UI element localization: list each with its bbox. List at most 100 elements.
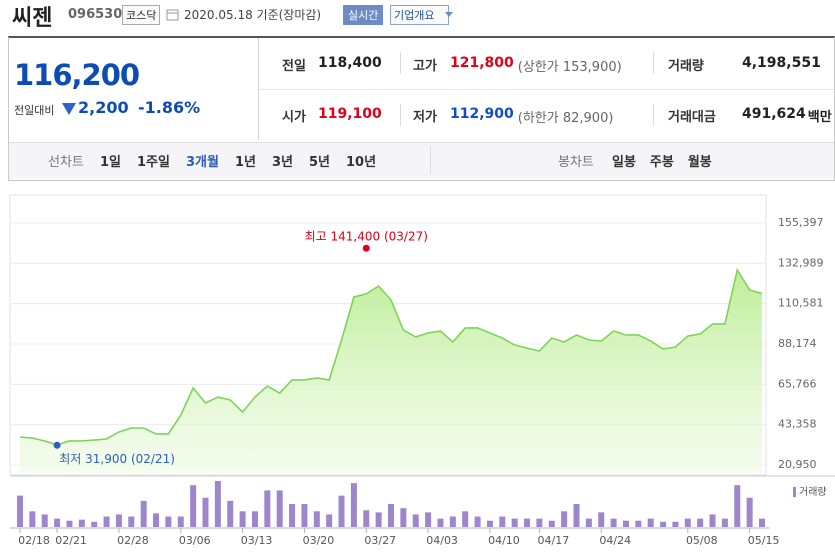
stat-value: 112,900 [450,106,514,122]
company-info-dropdown[interactable]: 기업개요 [390,5,453,25]
change: 2,200 [78,98,129,117]
divider [653,52,654,74]
volume-bar [165,516,172,527]
volume-bar [128,516,135,527]
y-tick-label: 155,397 [778,216,824,229]
x-tick-label: 02/21 [55,534,87,547]
line-chart-label: 선차트 [48,155,84,170]
x-tick-label: 03/20 [303,534,335,547]
x-tick-label: 05/15 [748,534,780,547]
candle-tab[interactable]: 주봉 [649,155,674,170]
realtime-button[interactable]: 실시간 [343,5,384,25]
volume-bar [462,511,469,527]
high-marker [362,244,370,252]
candle-tab[interactable]: 일봉 [612,155,636,170]
price-area [20,269,762,473]
divider [653,104,654,126]
x-tick-label: 04/10 [488,534,520,547]
price-line [19,267,763,446]
volume-bar [214,481,221,527]
x-tick-label: 04/17 [538,534,570,547]
y-tick-label: 20,950 [778,458,817,471]
plot-frame [9,194,767,476]
volume-bar [746,497,753,527]
volume-bar [598,512,605,527]
date-basis: 기준(장마감) [256,8,322,22]
legend-label: 거래량 [799,486,827,498]
stat-label: 저가 [413,110,437,125]
stat-label: 거래대금 [668,110,716,125]
divider [400,52,401,74]
stat-label: 거래량 [668,59,704,74]
volume-bar [524,518,531,527]
volume-bar [561,511,568,527]
volume-bar [276,490,283,527]
volume-bar [610,518,617,527]
x-tick-label: 03/27 [364,534,396,547]
candle-tab[interactable]: 월봉 [687,155,712,170]
volume-bar [721,518,728,527]
volume-bar [17,495,23,527]
volume-bar [54,518,61,527]
period-tab[interactable]: 1주일 [137,155,170,170]
volume-bar [388,504,394,527]
x-tick-label: 04/03 [426,534,458,547]
y-tick-label: 132,989 [778,256,824,269]
volume-bar [400,508,407,527]
volume-bar [573,504,580,527]
volume-bar [474,516,481,527]
period-tab[interactable]: 10년 [346,155,377,170]
y-tick-label: 110,581 [778,297,824,310]
volume-bar [697,518,704,527]
volume-bar [264,490,271,527]
period-tab[interactable]: 1일 [100,155,122,170]
x-tick-label: 03/06 [179,534,211,547]
volume-bar [499,516,506,527]
y-tick-label: 65,766 [778,377,817,390]
stat-value: 491,624 [742,106,806,122]
volume-bar [251,511,258,527]
volume-bar [375,512,382,527]
volume-bar [437,518,444,527]
price: 116,200 [14,58,140,92]
volume-bar [425,512,432,527]
x-tick-label: 04/24 [599,534,631,547]
period-tab[interactable]: 5년 [308,155,330,170]
volume-bar [363,510,370,527]
volume-bar [585,518,592,527]
volume-bar [622,520,629,527]
stock-code: 096530 [68,7,123,22]
period-tab[interactable]: 1년 [234,155,256,170]
stock-name: 씨젠 [12,6,53,31]
volume-bar [202,497,209,527]
market-badge: 코스닥 [122,5,161,25]
volume-bar [759,518,765,527]
divider [400,104,401,126]
volume-bar [190,485,197,527]
y-tick-label: 88,174 [778,337,817,350]
low-label: 최저 31,900 (02/21) [59,452,175,466]
candle-chart-label: 봉차트 [558,155,594,170]
volume-bar [449,516,456,527]
volume-bar [660,521,667,527]
low-marker [53,441,61,449]
volume-bar [536,518,543,527]
volume-bar [41,514,48,527]
x-tick-label: 05/08 [686,534,718,547]
period-tab[interactable]: 3년 [271,155,293,170]
volume-bar [239,511,246,527]
x-tick-label: 03/13 [241,534,273,547]
date: 2020.05.18 기준(장마감) [184,6,321,23]
price-limit: (상한가 153,900) [517,60,622,75]
volume-bar [734,485,741,527]
company-info-label: 기업개요 [394,9,435,22]
period-tab[interactable]: 3개월 [185,155,219,170]
volume-bar [301,504,308,527]
volume-bar [684,518,691,527]
high-label: 최고 141,400 (03/27) [305,230,428,244]
volume-bar [78,519,85,527]
volume-bar [635,520,642,527]
volume-bar [91,521,98,527]
volume-bar [548,520,555,527]
